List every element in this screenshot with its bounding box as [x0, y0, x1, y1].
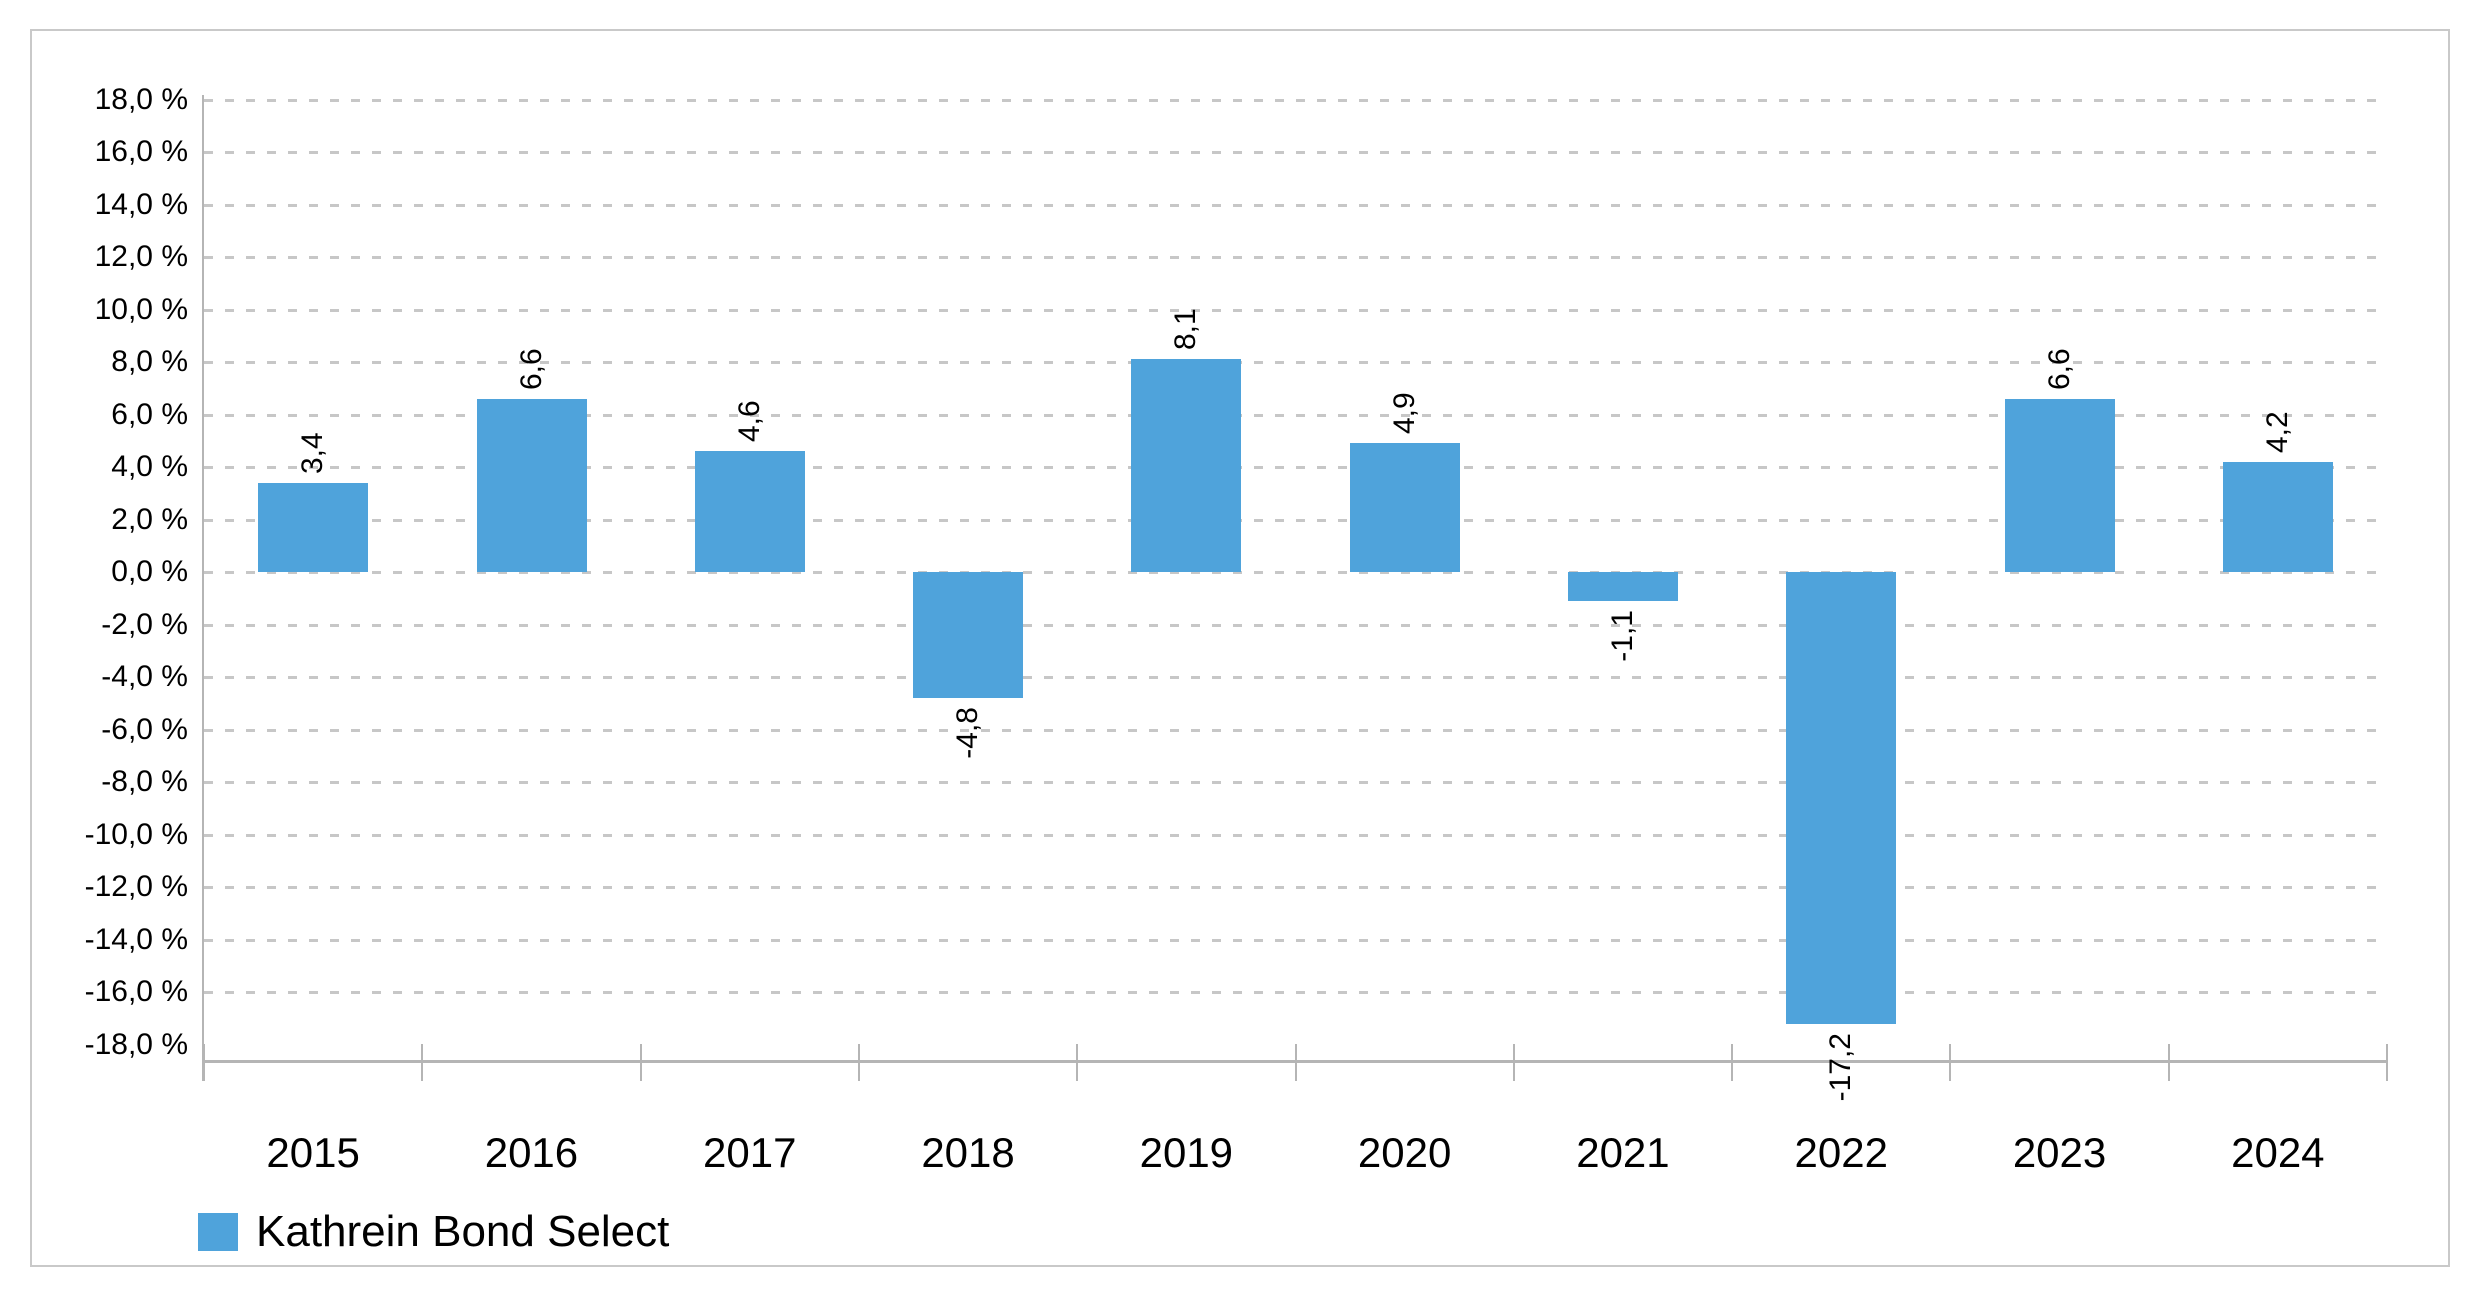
y-tick-label--6: -6,0 %: [101, 712, 188, 746]
legend: Kathrein Bond Select: [198, 1210, 669, 1254]
bar-2016[interactable]: [476, 398, 587, 573]
gridline-14: [204, 203, 2377, 207]
legend-item-kathrein-bond-select[interactable]: Kathrein Bond Select: [198, 1210, 669, 1254]
y-tick-label--10: -10,0 %: [84, 817, 188, 851]
y-axis-line: [202, 95, 204, 1081]
bar-2022[interactable]: [1786, 572, 1897, 1024]
y-tick-label--12: -12,0 %: [84, 870, 188, 903]
gridline-12: [204, 256, 2377, 259]
x-axis-tick-8: [1949, 1044, 1952, 1081]
y-tick-label--16: -16,0 %: [84, 975, 188, 1008]
bar-value-text-2020: 4,9: [1387, 392, 1421, 435]
legend-swatch-icon: [198, 1213, 238, 1251]
bar-value-text-2015: 3,4: [296, 432, 330, 474]
bar-value-text-2019: 8,1: [1169, 308, 1203, 351]
x-category-label-2020: 2020: [1357, 1129, 1452, 1176]
bar-value-text-2024: 4,2: [2260, 411, 2294, 453]
y-tick-label--14: -14,0 %: [84, 922, 188, 956]
x-axis-tick-1: [421, 1044, 424, 1081]
x-category-label-2018: 2018: [921, 1129, 1015, 1176]
x-category-label-2021: 2021: [1576, 1129, 1670, 1176]
bar-value-text-2017: 4,6: [732, 400, 766, 443]
gridline-0: [204, 571, 2377, 574]
bar-2019[interactable]: [1131, 359, 1242, 572]
gridline--14: [204, 938, 2377, 942]
gridline-10: [204, 308, 2377, 312]
gridline--16: [204, 991, 2377, 994]
gridline--10: [204, 833, 2377, 837]
y-tick-label--4: -4,0 %: [101, 660, 188, 693]
x-axis-tick-3: [857, 1044, 860, 1081]
bar-value-text-2016: 6,6: [514, 348, 548, 390]
x-axis-tick-10: [2386, 1044, 2388, 1081]
y-tick-label--8: -8,0 %: [101, 765, 188, 798]
gridline-4: [204, 466, 2377, 469]
bar-2024[interactable]: [2222, 461, 2333, 573]
gridline--12: [204, 886, 2377, 889]
bar-2018[interactable]: [913, 572, 1024, 698]
x-category-label-2023: 2023: [2012, 1129, 2107, 1176]
gridline-18: [204, 98, 2377, 102]
x-axis-tick-5: [1294, 1044, 1297, 1081]
x-axis-tick-4: [1076, 1044, 1079, 1081]
bar-value-text-2018: -4,8: [951, 707, 985, 759]
x-category-label-2017: 2017: [703, 1129, 797, 1176]
gridline-6: [204, 413, 2377, 417]
x-axis-tick-6: [1512, 1044, 1515, 1081]
x-axis-tick-0: [203, 1044, 205, 1081]
x-category-label-2016: 2016: [484, 1129, 579, 1176]
y-tick-label-2: 2,0 %: [111, 502, 188, 536]
gridline--6: [204, 728, 2377, 732]
y-tick-label-16: 16,0 %: [94, 135, 188, 168]
gridline--8: [204, 781, 2377, 784]
bar-value-text-2023: 6,6: [2042, 348, 2076, 390]
bar-value-text-2021: -1,1: [1606, 609, 1639, 662]
y-tick-label--2: -2,0 %: [101, 607, 188, 641]
legend-label: Kathrein Bond Select: [256, 1207, 670, 1256]
y-tick-label-10: 10,0 %: [94, 292, 188, 326]
x-category-label-2015: 2015: [266, 1129, 360, 1176]
bar-2020[interactable]: [1349, 443, 1460, 572]
bar-2021[interactable]: [1568, 572, 1678, 601]
bar-2015[interactable]: [258, 482, 369, 573]
x-category-label-2019: 2019: [1139, 1129, 1234, 1176]
y-tick-label-18: 18,0 %: [94, 82, 188, 116]
bar-2017[interactable]: [694, 451, 805, 572]
y-tick-label--18: -18,0 %: [84, 1027, 188, 1061]
gridline--4: [204, 676, 2377, 679]
gridline-2: [204, 518, 2377, 522]
bar-2023[interactable]: [2004, 398, 2115, 573]
x-axis-tick-7: [1731, 1044, 1734, 1081]
y-tick-label-6: 6,0 %: [111, 397, 188, 431]
y-tick-label-0: 0,0 %: [111, 555, 188, 588]
x-axis-tick-2: [639, 1044, 642, 1081]
x-category-label-2024: 2024: [2231, 1129, 2325, 1176]
x-category-label-2022: 2022: [1794, 1129, 1888, 1176]
y-tick-label-14: 14,0 %: [94, 187, 188, 221]
gridline-16: [204, 151, 2377, 154]
gridline--2: [204, 623, 2377, 627]
gridline-8: [204, 361, 2377, 364]
y-tick-label-12: 12,0 %: [94, 240, 188, 273]
x-axis-tick-9: [2167, 1044, 2170, 1081]
bar-value-text-2022: -17,2: [1824, 1032, 1858, 1101]
y-tick-label-4: 4,0 %: [111, 450, 188, 483]
y-tick-label-8: 8,0 %: [111, 345, 188, 378]
